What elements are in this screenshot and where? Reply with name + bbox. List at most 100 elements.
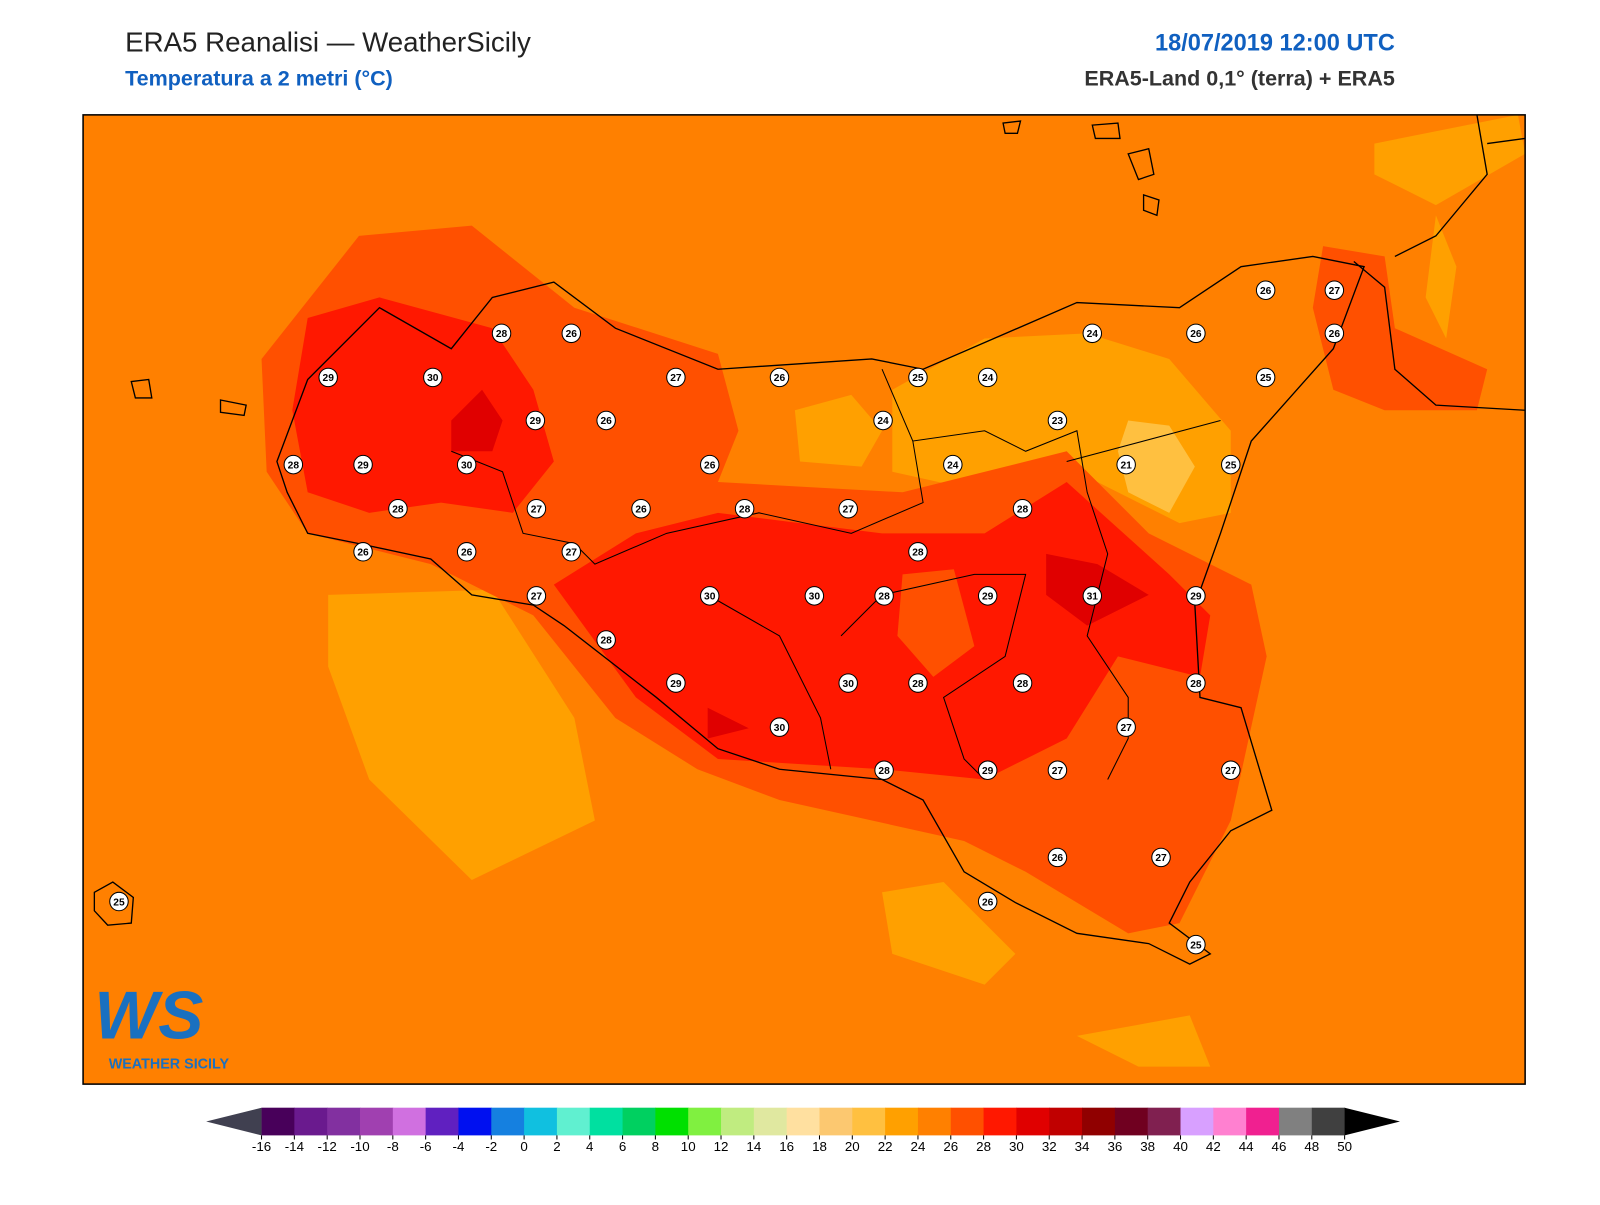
colorbar-tick-label: 42: [1206, 1139, 1221, 1154]
station-marker: [526, 498, 547, 519]
island: [93, 881, 135, 926]
station-marker: [1151, 847, 1171, 868]
station-value: 30: [704, 592, 716, 603]
field-region: [451, 389, 503, 452]
station-marker: [1255, 367, 1276, 388]
station-marker: [769, 367, 790, 388]
station-marker: [561, 323, 582, 344]
station-marker: [109, 891, 129, 912]
station-marker: [1221, 454, 1241, 475]
station-value: 23: [1052, 416, 1064, 427]
station-marker: [491, 323, 512, 344]
colorbar-box: [786, 1107, 820, 1136]
colorbar-tick-label: 40: [1173, 1139, 1188, 1154]
logo-mark: WS: [94, 978, 203, 1053]
station-value: 28: [912, 548, 924, 559]
station-value: 30: [843, 679, 855, 690]
station-marker: [283, 454, 304, 475]
station-value: 24: [982, 373, 994, 384]
colorbar-tick-label: 26: [943, 1139, 958, 1154]
field-region: [1076, 1015, 1211, 1067]
colorbar: -16 -14 -12 -10 -8 -6 -4 -2 0 2 4 6 8 10 12 14 16 18 20 22 2…: [206, 1107, 1400, 1154]
station-marker: [666, 673, 686, 693]
station-value: 29: [982, 592, 994, 603]
source: ERA5-Land 0,1° (terra) + ERA5: [1084, 67, 1395, 91]
station-value: 21: [1120, 460, 1132, 471]
field-region: [328, 589, 595, 880]
station-value: 27: [843, 504, 855, 515]
station-value: 28: [288, 460, 300, 471]
colorbar-tick-label: 50: [1337, 1139, 1352, 1154]
colorbar-tick-label: 34: [1075, 1139, 1090, 1154]
station-marker: [908, 542, 928, 562]
station-marker: [804, 586, 825, 606]
colorbar-box: [556, 1107, 591, 1136]
station-marker: [1186, 673, 1206, 693]
station-marker: [353, 454, 373, 475]
station-marker: [734, 498, 755, 519]
station-value: 28: [1017, 679, 1029, 690]
station-marker: [908, 673, 928, 693]
station-value: 26: [982, 897, 994, 908]
station-marker: [596, 630, 616, 650]
colorbar-tick-label: 6: [619, 1139, 626, 1154]
colorbar-tick-label: 10: [681, 1139, 696, 1154]
station-value: 26: [600, 416, 612, 427]
colorbar-tick-label: -16: [252, 1139, 271, 1154]
station-marker: [838, 498, 858, 519]
station-marker: [318, 367, 338, 388]
station-marker: [1221, 760, 1241, 780]
title: ERA5 Reanalisi — WeatherSicily: [125, 26, 531, 57]
subtitle: Temperatura a 2 metri (°C): [125, 67, 393, 91]
station-value: 26: [1329, 329, 1341, 340]
station-value: 28: [912, 679, 924, 690]
colorbar-tick-label: 22: [878, 1139, 893, 1154]
station-marker: [977, 586, 998, 606]
station-value: 30: [809, 592, 821, 603]
colorbar-box: [458, 1107, 492, 1136]
field-region: [1374, 114, 1526, 206]
colorbar-tick-label: 28: [976, 1139, 991, 1154]
station-value: 25: [912, 373, 924, 384]
station-value: 28: [392, 504, 404, 515]
colorbar-box: [917, 1107, 952, 1136]
colorbar-box: [753, 1107, 788, 1136]
station-marker: [1082, 323, 1103, 344]
colorbar-box: [360, 1107, 394, 1136]
field-region: [794, 394, 883, 467]
station-marker: [769, 717, 790, 737]
station-marker: [525, 410, 546, 431]
date: 18/07/2019 12:00 UTC: [1155, 29, 1395, 55]
station-value: 27: [1155, 853, 1167, 864]
station-marker: [388, 498, 408, 519]
field-region: [882, 882, 1016, 985]
colorbar-tick-label: 0: [520, 1139, 527, 1154]
station-marker: [1047, 760, 1068, 780]
station-marker: [874, 760, 894, 780]
colorbar-box: [950, 1107, 985, 1136]
station-value: 29: [982, 766, 994, 777]
station-value: 30: [774, 723, 786, 734]
colorbar-tick-label: 30: [1009, 1139, 1024, 1154]
colorbar-box: [1246, 1107, 1280, 1136]
field: [83, 114, 1526, 1085]
station-value: 29: [357, 460, 369, 471]
colorbar-box: [688, 1107, 722, 1136]
colorbar-box: [1311, 1107, 1346, 1136]
colorbar-box: [1278, 1107, 1313, 1136]
colorbar-tick-label: 44: [1239, 1139, 1254, 1154]
colorbar-box: [524, 1107, 558, 1136]
station-value: 25: [113, 897, 125, 908]
colorbar-tick-label: 18: [812, 1139, 827, 1154]
colorbar-tick-label: 12: [714, 1139, 729, 1154]
station-value: 29: [530, 416, 542, 427]
station-value: 28: [496, 329, 508, 340]
colorbar-box: [655, 1107, 689, 1136]
field-region: [1425, 215, 1457, 339]
station-value: 26: [1190, 329, 1202, 340]
station-value: 29: [323, 373, 335, 384]
station-marker: [1116, 717, 1136, 737]
colorbar-tick-label: 24: [911, 1139, 926, 1154]
station-marker: [1186, 323, 1206, 344]
